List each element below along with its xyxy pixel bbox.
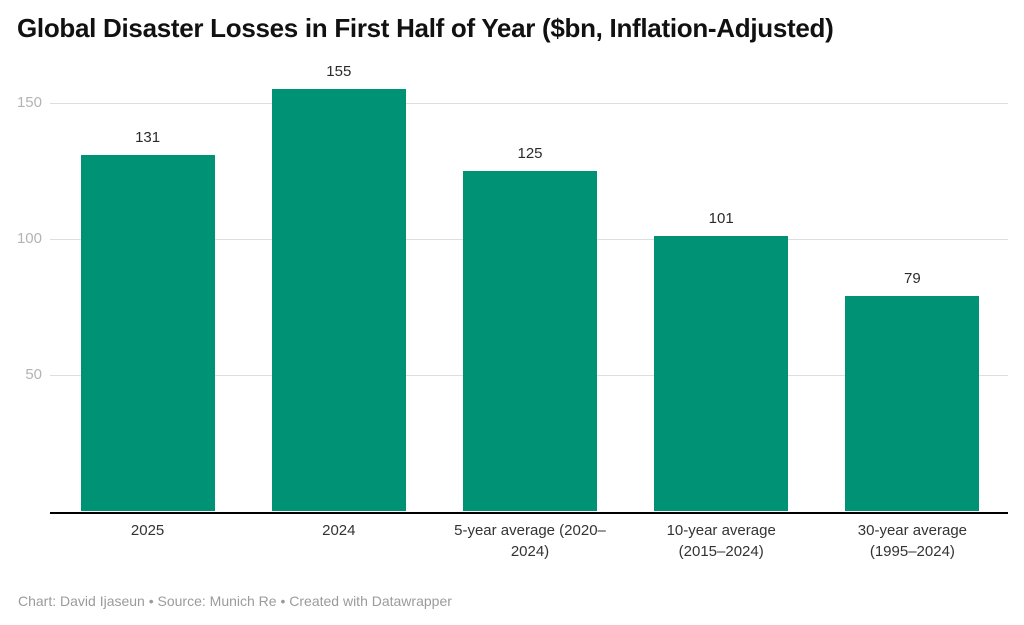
- bar: [80, 154, 215, 511]
- bar-value-label: 79: [904, 270, 921, 288]
- gridline: [50, 103, 1008, 105]
- x-axis-line: [50, 512, 1008, 514]
- y-tick-label: 150: [16, 94, 42, 112]
- y-tick-label: 50: [25, 366, 42, 384]
- x-axis-label: 2024: [322, 522, 356, 539]
- bar-value-label: 131: [135, 128, 161, 146]
- bar-value-label: 125: [517, 145, 543, 163]
- bar-value-label: 101: [708, 210, 734, 228]
- x-axis-label: 2025: [130, 522, 165, 539]
- chart-footer: Chart: David Ijaseun • Source: Munich Re…: [18, 593, 452, 609]
- x-axis-label: 5-year average (2020– 2024): [454, 522, 606, 560]
- bar: [463, 171, 597, 511]
- y-tick-label: 100: [16, 230, 42, 248]
- x-axis-label: 30-year average (1995–2024): [857, 522, 967, 560]
- bar: [845, 296, 980, 511]
- chart-title: Global Disaster Losses in First Half of …: [17, 13, 834, 43]
- bar: [654, 236, 789, 511]
- x-axis-label: 10-year average (2015–2024): [666, 522, 776, 560]
- bar-value-label: 155: [326, 63, 352, 81]
- bar: [271, 89, 406, 511]
